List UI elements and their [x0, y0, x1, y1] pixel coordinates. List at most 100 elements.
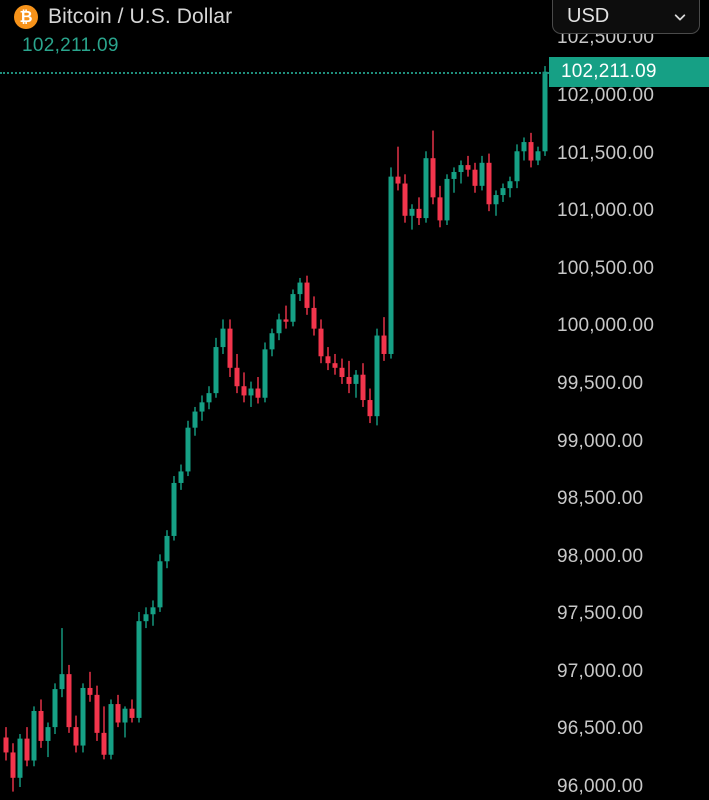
candle: [241, 372, 247, 403]
candle: [367, 388, 373, 424]
candle: [465, 155, 471, 177]
candle: [472, 162, 478, 193]
candle: [535, 146, 541, 166]
candle: [3, 727, 9, 761]
candle: [297, 277, 303, 301]
candle: [374, 328, 380, 426]
candle: [248, 381, 254, 407]
symbol-block[interactable]: ₿ Bitcoin / U.S. Dollar: [14, 5, 232, 29]
candle: [290, 289, 296, 327]
candle: [451, 167, 457, 193]
candle: [493, 190, 499, 216]
axis-label: 98,000.00: [557, 545, 644, 567]
axis-label: 102,000.00: [557, 85, 655, 106]
page-title: Bitcoin / U.S. Dollar: [48, 5, 233, 28]
candle: [129, 699, 135, 723]
candle: [143, 607, 149, 629]
candle: [206, 386, 212, 410]
candle: [416, 197, 422, 225]
candle: [87, 671, 93, 702]
candle: [255, 377, 261, 404]
axis-label: 101,000.00: [557, 200, 655, 222]
candle: [45, 722, 51, 758]
axis-label: 98,500.00: [557, 488, 644, 510]
axis-label: 99,500.00: [557, 372, 644, 394]
candle: [325, 347, 331, 371]
candle: [17, 734, 23, 787]
candle: [185, 420, 191, 477]
price-scale-axis[interactable]: 102,500.00 102,000.00 101,500.00 101,000.00…: [549, 0, 709, 800]
candle: [381, 317, 387, 361]
candle: [227, 319, 233, 377]
candle: [311, 296, 317, 336]
candle: [304, 275, 310, 315]
last-price-line: [0, 71, 549, 74]
current-price-badge: 102,211.09: [549, 56, 709, 87]
candle: [199, 395, 205, 421]
candle: [122, 706, 128, 738]
candle: [171, 476, 177, 541]
axis-label: 96,000.00: [557, 776, 644, 797]
candle: [479, 155, 485, 191]
candles-layer: [3, 66, 548, 792]
candle: [269, 328, 275, 357]
candle: [38, 699, 44, 748]
candle: [220, 319, 226, 354]
candle: [101, 706, 107, 760]
candle: [262, 342, 268, 403]
candle: [80, 683, 86, 753]
candle: [486, 153, 492, 212]
candle: [395, 146, 401, 191]
candle: [94, 685, 100, 741]
candle: [24, 727, 30, 767]
candle: [388, 167, 394, 359]
header-bar: ₿ Bitcoin / U.S. Dollar: [0, 0, 709, 34]
candle: [437, 185, 443, 228]
candle: [332, 353, 338, 375]
candle: [514, 144, 520, 189]
bitcoin-icon: ₿: [14, 5, 38, 29]
candle: [136, 611, 142, 723]
axis-label: 101,500.00: [557, 142, 655, 164]
candle: [276, 313, 282, 341]
candle: [353, 370, 359, 398]
candle: [66, 664, 72, 733]
axis-label: 97,000.00: [557, 660, 644, 682]
candle: [31, 706, 37, 767]
candle: [339, 358, 345, 384]
candle: [458, 160, 464, 184]
candle: [444, 174, 450, 225]
candlestick-chart[interactable]: [0, 0, 549, 800]
candle: [178, 464, 184, 490]
candle: [360, 363, 366, 407]
candle: [542, 66, 548, 156]
candle: [59, 628, 65, 698]
currency-select-value: USD: [567, 5, 610, 27]
candle: [423, 151, 429, 223]
chevron-down-icon: [674, 13, 686, 20]
axis-label: 99,000.00: [557, 430, 644, 452]
axis-label: 100,000.00: [557, 315, 655, 337]
candle: [192, 406, 198, 436]
axis-label: 97,500.00: [557, 603, 644, 625]
candle: [115, 694, 121, 728]
candle: [52, 683, 58, 735]
candle: [346, 360, 352, 394]
candle: [521, 137, 527, 161]
candle: [164, 530, 170, 569]
candle: [73, 715, 79, 753]
candle: [528, 132, 534, 168]
axis-label: 96,500.00: [557, 718, 644, 740]
candle: [150, 600, 156, 626]
candle: [213, 337, 219, 398]
last-price-label: 102,211.09: [22, 35, 119, 56]
candle: [318, 319, 324, 364]
currency-select[interactable]: USD: [552, 0, 700, 34]
candle: [430, 130, 436, 205]
candle: [108, 699, 114, 760]
candle: [507, 176, 513, 198]
candle: [10, 743, 16, 792]
candle: [234, 353, 240, 394]
candle: [402, 174, 408, 223]
axis-label: 100,500.00: [557, 257, 655, 279]
